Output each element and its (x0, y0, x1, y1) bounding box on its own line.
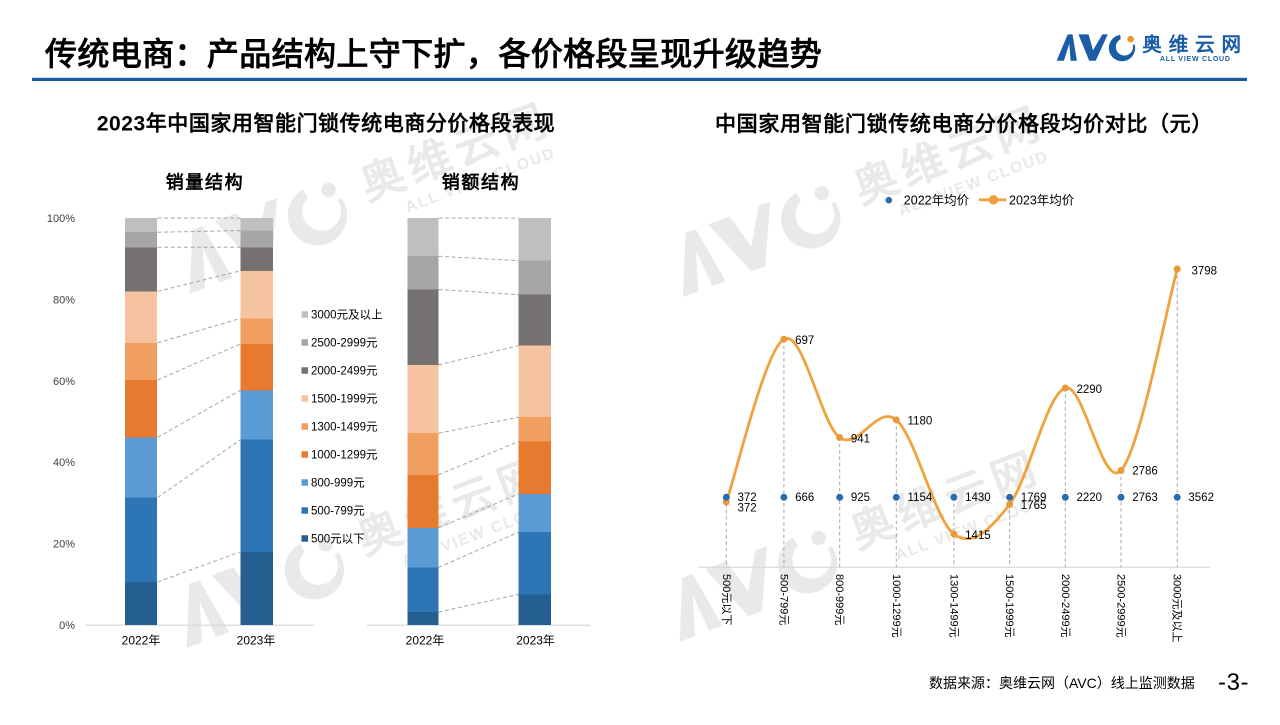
svg-text:2786: 2786 (1132, 465, 1158, 477)
svg-text:2500-2999元: 2500-2999元 (1115, 574, 1127, 638)
svg-text:中国家用智能门锁传统电商分价格段均价对比（元）: 中国家用智能门锁传统电商分价格段均价对比（元） (715, 112, 1213, 136)
svg-text:20%: 20% (53, 539, 75, 551)
svg-text:3798: 3798 (1192, 265, 1218, 277)
svg-text:传统电商：产品结构上守下扩，各价格段呈现升级趋势: 传统电商：产品结构上守下扩，各价格段呈现升级趋势 (44, 36, 822, 72)
svg-text:1180: 1180 (908, 415, 933, 427)
svg-text:2022年: 2022年 (406, 634, 445, 648)
svg-text:80%: 80% (53, 294, 75, 306)
svg-text:2023年: 2023年 (516, 634, 555, 648)
svg-text:500元以下: 500元以下 (720, 574, 732, 625)
svg-text:500元以下: 500元以下 (311, 533, 365, 546)
svg-text:1300-1499元: 1300-1499元 (311, 422, 378, 434)
svg-text:2022年: 2022年 (122, 634, 161, 648)
svg-text:3000元及以上: 3000元及以上 (1171, 574, 1184, 642)
svg-text:0%: 0% (59, 620, 75, 632)
svg-text:800-999元: 800-999元 (833, 574, 845, 625)
svg-text:1300-1499元: 1300-1499元 (947, 574, 959, 638)
svg-text:销额结构: 销额结构 (442, 172, 520, 193)
svg-text:ALL VIEW CLOUD: ALL VIEW CLOUD (1160, 56, 1231, 63)
svg-text:2023年均价: 2023年均价 (1009, 194, 1075, 208)
svg-text:2220: 2220 (1077, 492, 1103, 504)
svg-text:奥维云网: 奥维云网 (1142, 33, 1248, 56)
svg-text:941: 941 (851, 434, 870, 446)
svg-text:3562: 3562 (1188, 492, 1214, 504)
svg-text:1765: 1765 (1021, 500, 1047, 512)
svg-text:销量结构: 销量结构 (166, 172, 244, 193)
svg-text:1154: 1154 (908, 492, 933, 504)
svg-text:697: 697 (795, 335, 814, 347)
svg-text:2290: 2290 (1077, 384, 1103, 396)
svg-text:100%: 100% (47, 213, 75, 225)
svg-text:1769: 1769 (1021, 492, 1047, 504)
svg-text:500-799元: 500-799元 (311, 506, 365, 518)
svg-text:1000-1299元: 1000-1299元 (890, 574, 902, 638)
svg-text:1500-1999元: 1500-1999元 (1003, 574, 1015, 638)
svg-text:2500-2999元: 2500-2999元 (311, 338, 378, 350)
svg-text:372: 372 (738, 492, 757, 504)
svg-text:2022年均价: 2022年均价 (904, 194, 970, 208)
svg-text:40%: 40% (53, 457, 75, 469)
svg-text:925: 925 (851, 492, 870, 504)
svg-text:372: 372 (738, 502, 757, 514)
svg-text:-3-: -3- (1218, 669, 1249, 696)
svg-text:500-799元: 500-799元 (777, 574, 789, 625)
svg-text:2000-2499元: 2000-2499元 (311, 366, 378, 378)
svg-text:3000元及以上: 3000元及以上 (311, 309, 383, 322)
svg-text:1000-1299元: 1000-1299元 (311, 450, 378, 462)
svg-text:2023年: 2023年 (237, 634, 276, 648)
svg-text:2000-2499元: 2000-2499元 (1059, 574, 1071, 638)
svg-text:2023年中国家用智能门锁传统电商分价格段表现: 2023年中国家用智能门锁传统电商分价格段表现 (97, 112, 555, 136)
svg-text:数据来源：奥维云网（AVC）线上监测数据: 数据来源：奥维云网（AVC）线上监测数据 (929, 675, 1195, 691)
svg-text:1415: 1415 (965, 530, 991, 542)
svg-text:60%: 60% (53, 376, 75, 388)
svg-text:1500-1999元: 1500-1999元 (311, 394, 378, 406)
svg-text:666: 666 (795, 492, 814, 504)
svg-text:1430: 1430 (965, 492, 991, 504)
svg-text:2763: 2763 (1132, 492, 1158, 504)
svg-text:800-999元: 800-999元 (311, 478, 365, 490)
